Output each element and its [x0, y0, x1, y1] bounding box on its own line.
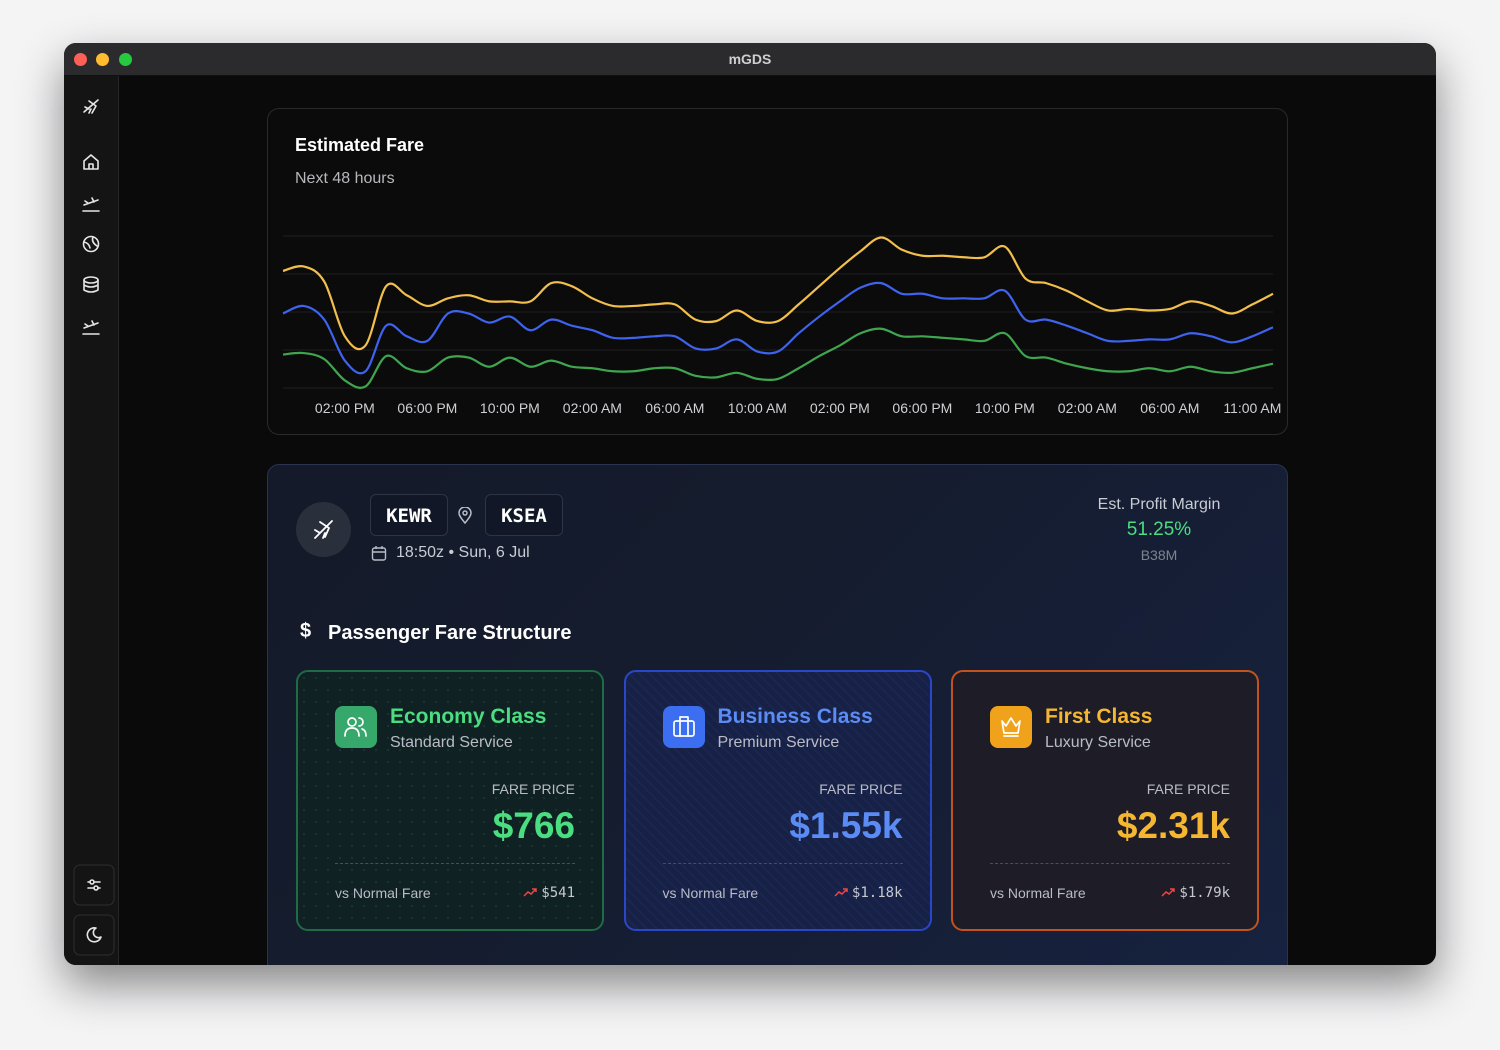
- app-window: mGDS Estimated Fare Next 48 hours 02:00 …: [64, 43, 1436, 965]
- section-title: Passenger Fare Structure: [328, 622, 572, 644]
- sidebar: [64, 76, 119, 965]
- class-service: Standard Service: [390, 734, 513, 751]
- fare-price-label: FARE PRICE: [819, 781, 903, 797]
- calendar-icon: [371, 546, 387, 561]
- home-icon[interactable]: [83, 154, 99, 170]
- flight-icon-badge: [296, 502, 351, 557]
- fare-price: $766: [492, 805, 575, 846]
- trend-icon: [1161, 888, 1176, 897]
- class-glyph: [344, 717, 367, 737]
- plane-icon: [314, 520, 333, 539]
- flights-icon[interactable]: [82, 197, 100, 212]
- class-icon: [990, 706, 1032, 748]
- class-icon: [335, 706, 377, 748]
- chart-title: Estimated Fare: [295, 135, 424, 155]
- close-button[interactable]: [74, 53, 87, 66]
- fare-card[interactable]: Economy Class Standard Service FARE PRICE $…: [296, 670, 604, 931]
- class-service: Premium Service: [717, 734, 840, 751]
- x-tick-label: 10:00 PM: [480, 400, 540, 416]
- class-name: First Class: [1045, 705, 1153, 728]
- trend-icon: [834, 888, 848, 897]
- x-tick-label: 11:00 AM: [1223, 400, 1281, 416]
- compare-text: $1.18k: [851, 885, 903, 901]
- class-service: Luxury Service: [1045, 734, 1151, 751]
- fare-card[interactable]: Business Class Premium Service FARE PRICE $…: [623, 670, 932, 931]
- x-tick-label: 06:00 AM: [645, 400, 704, 416]
- divider: [990, 863, 1230, 864]
- chart-subtitle: Next 48 hours: [295, 170, 395, 187]
- compare-text: $1.79k: [1179, 885, 1230, 901]
- logo-icon: [83, 99, 99, 114]
- database-icon[interactable]: [83, 276, 99, 293]
- x-tick-label: 06:00 PM: [892, 400, 952, 416]
- class-name: Economy Class: [390, 705, 547, 728]
- departures-icon[interactable]: [82, 320, 100, 335]
- x-tick-label: 06:00 PM: [397, 400, 457, 416]
- compare-label: vs Normal Fare: [990, 885, 1086, 901]
- profit-label: Est. Profit Margin: [1097, 496, 1221, 513]
- x-tick-label: 06:00 AM: [1140, 400, 1199, 416]
- class-glyph: [1001, 717, 1021, 737]
- fare-price-label: FARE PRICE: [491, 781, 575, 797]
- window-title: mGDS: [728, 51, 772, 67]
- compare-text: $541: [541, 885, 575, 901]
- divider: [662, 863, 903, 864]
- class-glyph: [672, 716, 695, 737]
- x-tick-label: 02:00 AM: [1058, 400, 1117, 416]
- compare-value: $1.18k: [834, 885, 903, 901]
- compare-label: vs Normal Fare: [335, 885, 431, 901]
- series-line: [282, 281, 1274, 375]
- compare-label: vs Normal Fare: [662, 885, 759, 901]
- x-tick-label: 10:00 AM: [728, 400, 787, 416]
- title-bar: mGDS: [64, 43, 1436, 76]
- class-name: Business Class: [717, 705, 873, 728]
- divider: [335, 863, 575, 864]
- compare-value: $1.79k: [1161, 885, 1230, 901]
- fare-price: $1.55k: [789, 805, 903, 846]
- profit-panel: Est. Profit Margin 51.25% B38M: [1059, 496, 1259, 563]
- settings-icon: [87, 879, 101, 891]
- sidebar-icons: [73, 99, 115, 956]
- series-line: [282, 327, 1274, 389]
- theme-button[interactable]: [73, 914, 115, 956]
- departure-time: 18:50z • Sun, 6 Jul: [396, 544, 530, 561]
- x-tick-label: 02:00 AM: [563, 400, 622, 416]
- settings-button[interactable]: [73, 864, 115, 906]
- series-line: [282, 236, 1274, 351]
- x-tick-label: 02:00 PM: [810, 400, 870, 416]
- dollar-icon: $: [300, 620, 312, 642]
- fare-price: $2.31k: [1116, 805, 1230, 846]
- x-tick-label: 10:00 PM: [975, 400, 1035, 416]
- fare-card[interactable]: First Class Luxury Service FARE PRICE $2.31…: [951, 670, 1259, 931]
- globe-icon[interactable]: [82, 235, 100, 253]
- zoom-button[interactable]: [119, 53, 132, 66]
- trend-icon: [523, 888, 538, 897]
- x-tick-label: 02:00 PM: [315, 400, 375, 416]
- origin-code: KEWR: [370, 494, 448, 536]
- class-icon: [662, 706, 705, 748]
- destination-code: KSEA: [485, 494, 563, 536]
- compare-value: $541: [523, 885, 575, 901]
- minimize-button[interactable]: [96, 53, 109, 66]
- chart-card: Estimated Fare Next 48 hours 02:00 PM 06:…: [267, 108, 1288, 435]
- moon-icon: [86, 927, 102, 943]
- aircraft-type: B38M: [1140, 547, 1178, 563]
- chart: Estimated Fare Next 48 hours 02:00 PM 06:…: [282, 135, 1281, 416]
- profit-value: 51.25%: [1126, 519, 1192, 540]
- fare-price-label: FARE PRICE: [1146, 781, 1230, 797]
- flight-card: KEWR KSEA 18:50z • Sun, 6 Jul Est. Profi…: [267, 464, 1288, 965]
- location-icon: [458, 507, 472, 525]
